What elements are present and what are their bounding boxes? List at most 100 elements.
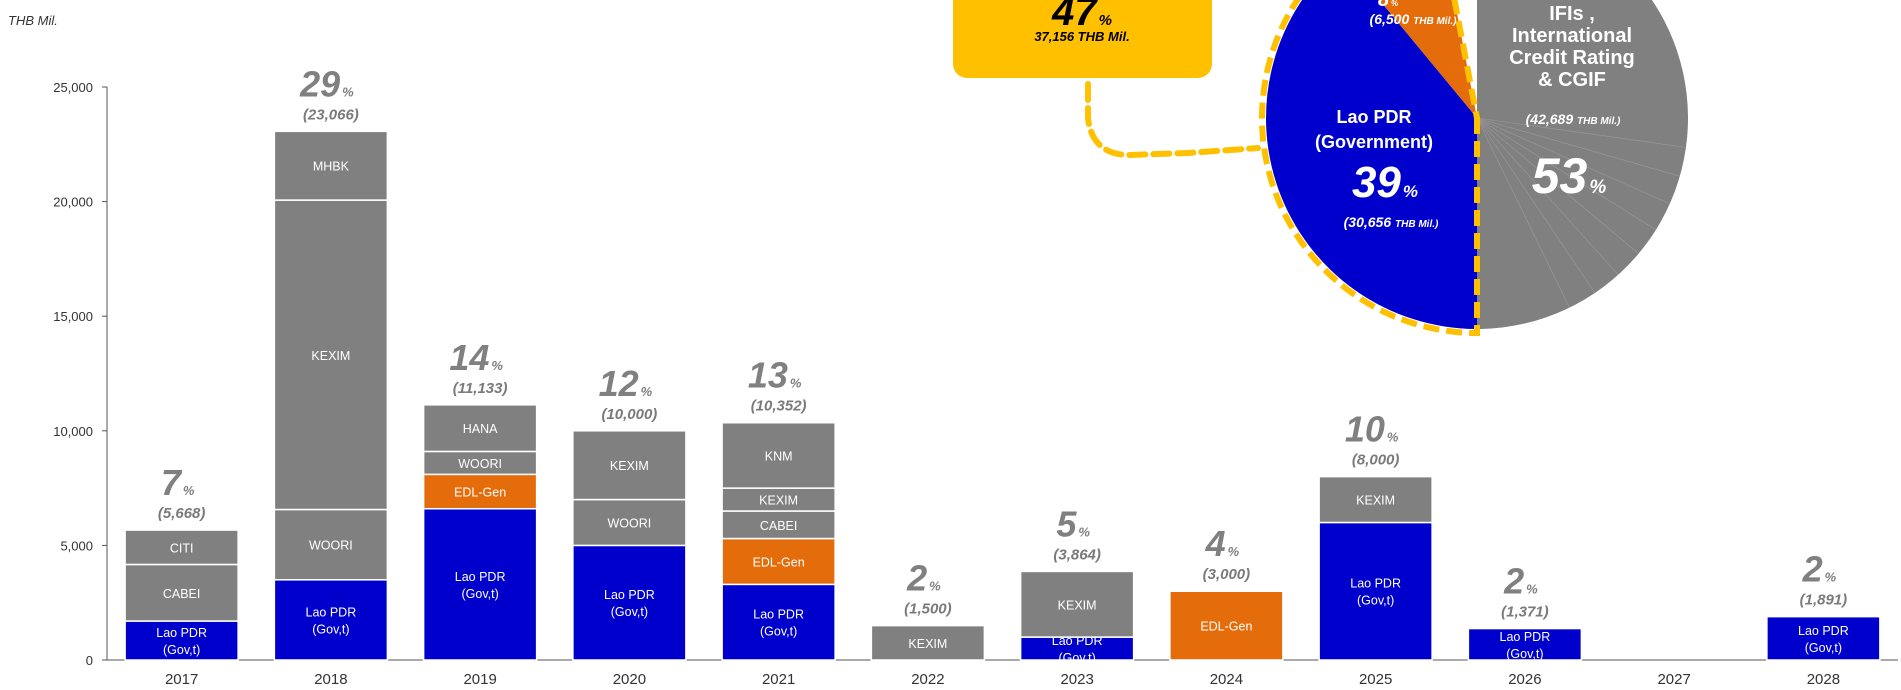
segment-label: Lao PDR (Gov,t) (1500, 630, 1551, 661)
segment-label: CABEI (163, 587, 201, 601)
bar-group-2028: Lao PDR (Gov,t) (1,891) 2% (1766, 549, 1881, 661)
bar-total-label: (8,000) (1352, 452, 1400, 469)
bar-percent-label: 10% (1345, 409, 1399, 450)
segment-label: Lao PDR (Gov,t) (753, 608, 804, 639)
x-tick-label: 2027 (1657, 671, 1690, 688)
x-tick-label: 2017 (165, 671, 198, 688)
y-tick-label: 25,000 (53, 80, 93, 95)
pie-slice-edl-gen (1379, 0, 1477, 118)
bar-segment (422, 507, 538, 661)
segment-label: KEXIM (759, 494, 798, 508)
bar-total-label: (1,891) (1800, 592, 1848, 609)
x-tick-label: 2020 (613, 671, 646, 688)
bar-segment (124, 620, 239, 661)
pie-slice-divider (1476, 117, 1639, 254)
bar-group-2025: Lao PDR (Gov,t) KEXIM (8,000) 10% (1318, 409, 1433, 661)
bar-total-label: (10,352) (751, 398, 807, 415)
bar-segment (1169, 590, 1284, 661)
bar-percent-label: 13% (748, 355, 802, 396)
x-tick-label: 2019 (463, 671, 496, 688)
x-tick-label: 2021 (762, 671, 795, 688)
bar-segment (273, 199, 389, 511)
bar-total-label: (10,000) (601, 406, 657, 423)
segment-label: KEXIM (610, 459, 649, 473)
bar-percent-label: 12% (599, 363, 653, 404)
x-tick-label: 2026 (1508, 671, 1541, 688)
pie-slice-divider (1476, 117, 1619, 276)
bar-segment (124, 529, 239, 566)
bar-total-label: (5,668) (158, 505, 206, 522)
bar-group-2018: Lao PDR (Gov,t) WOORI KEXIM MHBK (23,066) 29% (273, 63, 389, 661)
bar-group-2023: Lao PDR (Gov,t)KEXIM(3,864)5% (1019, 503, 1135, 665)
pie-percent-ifis: 53% (1532, 148, 1607, 204)
segment-label: CITI (170, 541, 194, 555)
bar-group-2020: Lao PDR (Gov,t) WOORI KEXIM (10,000) 12% (572, 363, 687, 661)
pie-amount-ifis: (42,689 THB Mil.) (1526, 111, 1621, 127)
y-tick-label: 0 (86, 653, 93, 668)
bar-segment (1318, 521, 1433, 661)
bar-segment (1318, 475, 1433, 524)
bar-segment (422, 404, 538, 453)
pie-label-ifis: & CGIF (1538, 69, 1606, 91)
bar-segment (422, 473, 538, 510)
bar-segment (273, 579, 389, 661)
y-tick-label: 20,000 (53, 195, 93, 210)
pie-label-ifis: IFIs , (1549, 3, 1595, 25)
x-tick-label: 2028 (1807, 671, 1840, 688)
bar-segment (870, 624, 986, 661)
pie-label-ifis: International (1512, 25, 1632, 47)
bar-group-2017: Lao PDR (Gov,t) CABEI CITI (5,668) 7% (124, 462, 239, 661)
segment-label: Lao PDR (Gov,t) (156, 626, 207, 657)
x-tick-label: 2018 (314, 671, 347, 688)
callout-box (953, 0, 1212, 78)
pie-label-lao-pdr: Lao PDR (1336, 107, 1411, 127)
bar-percent-label: 4% (1205, 523, 1240, 564)
pie-slice-divider (1476, 117, 1670, 205)
bar-segment (1019, 570, 1135, 638)
bar-total-label: (1,371) (1501, 604, 1549, 621)
segment-label: WOORI (309, 539, 353, 553)
bar-group-2026: Lao PDR (Gov,t) (1,371) 2% (1467, 561, 1583, 661)
pie-label-ifis: Credit Rating (1509, 47, 1635, 69)
pie-slice-divider (1476, 117, 1680, 177)
segment-label: Lao PDR (Gov,t) (1350, 577, 1401, 608)
bar-segment (1766, 615, 1881, 661)
segment-label: Lao PDR (Gov,t) (455, 570, 506, 601)
callout-amount: 37,156 THB Mil. (1034, 29, 1129, 44)
bar-group-2024: EDL-Gen (3,000) 4% (1169, 523, 1284, 661)
bar-percent-label: 2% (1503, 561, 1538, 602)
pie-percent-lao-pdr: 39% (1352, 158, 1418, 207)
bar-segment (572, 498, 687, 547)
pie-slice-divider (1476, 117, 1596, 294)
axes: 0 5,000 10,000 15,000 20,000 25,000 2017 2018 20… (53, 80, 1898, 688)
bar-segment (273, 508, 389, 581)
segment-label: Lao PDR (Gov,t) (604, 588, 655, 619)
pie-amount-lao-pdr: (30,656 THB Mil.) (1344, 214, 1439, 230)
bar-total-label: (1,500) (904, 601, 952, 618)
bar-total-label: (3,864) (1053, 546, 1101, 563)
segment-label: MHBK (313, 160, 350, 174)
bar-percent-label: 2% (906, 558, 941, 599)
pie-amount-edl-gen: (6,500 THB Mil.) (1370, 11, 1458, 27)
callout-connector (1085, 81, 1261, 159)
bar-segment (721, 421, 836, 489)
x-tick-label: 2022 (911, 671, 944, 688)
segment-label: HANA (463, 422, 498, 436)
pie-highlight-outline (1259, 0, 1480, 337)
pie-slice-ifis (1437, 0, 1688, 329)
bar-segment (1467, 627, 1583, 661)
pie-slice-lao-pdr (1266, 0, 1477, 329)
bar-percent-label: 2% (1802, 549, 1837, 590)
bar-segment (721, 510, 836, 540)
callout-percent: 47% (1051, 0, 1112, 34)
bar-percent-label: 5% (1056, 503, 1090, 544)
bar-percent-label: 14% (449, 337, 503, 378)
pie-slice-divider (1476, 117, 1657, 231)
segment-label: CABEI (760, 519, 798, 533)
x-tick-label: 2025 (1359, 671, 1392, 688)
segment-label: KNM (765, 449, 793, 463)
bar-group-2019: Lao PDR (Gov,t) EDL-Gen WOORI HANA (11,133) 14… (422, 337, 538, 661)
pie-percent-edl-gen: 8% (1378, 0, 1398, 11)
segment-label: Lao PDR (Gov,t) (306, 605, 357, 636)
